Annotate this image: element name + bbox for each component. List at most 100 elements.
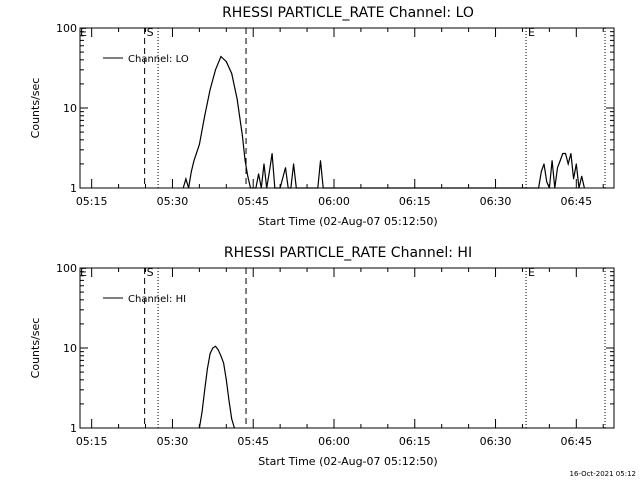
data-point: [260, 187, 262, 189]
panel-lo: RHESSI PARTICLE_RATE Channel: LO Start T…: [29, 5, 615, 228]
data-point: [182, 187, 184, 189]
data-point: [578, 187, 580, 189]
data-point: [228, 400, 230, 402]
data-point: [198, 144, 200, 145]
x-tick-label: 06:30: [480, 195, 512, 208]
data-point: [554, 187, 556, 189]
data-point: [220, 56, 222, 57]
data-point: [201, 411, 203, 413]
data-point: [231, 73, 233, 74]
x-tick-label: 05:15: [76, 435, 108, 448]
data-point: [567, 163, 569, 165]
x-tick-label: 05:15: [76, 195, 108, 208]
data-point: [557, 167, 558, 169]
data-point: [233, 427, 235, 429]
series-line: [182, 55, 585, 189]
legend-entry: Channel: LO: [128, 54, 189, 65]
event-label: E: [528, 26, 535, 39]
data-point: [236, 98, 238, 100]
data-point: [320, 160, 321, 162]
data-point: [206, 368, 208, 370]
data-point: [204, 389, 206, 391]
data-point: [263, 163, 265, 165]
data-point: [293, 163, 295, 165]
plot-frame: [79, 267, 615, 429]
data-point: [212, 347, 214, 349]
data-point: [209, 89, 211, 91]
panel-title: RHESSI PARTICLE_RATE Channel: HI: [224, 245, 472, 261]
data-point: [215, 345, 216, 347]
x-tick-label: 05:45: [237, 195, 269, 208]
y-axis-label: Counts/sec: [29, 78, 42, 139]
event-label: S: [147, 26, 154, 39]
event-label: S: [147, 266, 154, 279]
y-tick-label: 100: [56, 22, 77, 35]
x-axis-label: Start Time (02-Aug-07 05:12:50): [258, 215, 437, 228]
plot-frame: [79, 27, 615, 189]
x-tick-label: 05:30: [157, 195, 189, 208]
data-point: [546, 181, 548, 183]
data-point: [223, 362, 225, 364]
y-tick-label: 1: [70, 182, 77, 195]
corner-label: E: [80, 26, 87, 39]
data-point: [220, 355, 222, 357]
timestamp: 16-Oct-2021 05:12: [570, 470, 636, 478]
data-point: [209, 353, 211, 355]
data-point: [231, 418, 233, 420]
data-point: [225, 61, 227, 63]
data-point: [258, 173, 260, 175]
y-axis-label: Counts/sec: [29, 318, 42, 379]
x-axis-label: Start Time (02-Aug-07 05:12:50): [258, 455, 437, 468]
data-point: [322, 187, 324, 189]
data-point: [575, 163, 577, 165]
panel-hi: RHESSI PARTICLE_RATE Channel: HI Start T…: [29, 245, 615, 468]
legend-entry: Channel: HI: [128, 294, 186, 305]
data-point: [190, 171, 192, 173]
data-point: [570, 153, 572, 154]
data-point: [279, 187, 281, 189]
y-tick-label: 1: [70, 422, 77, 435]
data-point: [193, 160, 195, 162]
data-point: [204, 115, 206, 117]
data-point: [287, 187, 289, 189]
data-point: [268, 171, 270, 173]
x-tick-label: 06:30: [480, 435, 512, 448]
event-label: E: [528, 266, 535, 279]
data-point: [551, 160, 553, 162]
x-tick-label: 06:15: [399, 195, 431, 208]
data-point: [198, 427, 200, 429]
series-line: [198, 345, 235, 429]
data-point: [247, 175, 249, 177]
data-point: [581, 175, 583, 177]
data-point: [317, 187, 319, 189]
x-tick-label: 05:30: [157, 435, 189, 448]
data-point: [295, 187, 297, 189]
data-point: [565, 153, 566, 154]
data-point: [244, 160, 246, 162]
y-tick-label: 10: [63, 102, 77, 115]
data-point: [559, 160, 561, 162]
data-point: [217, 349, 219, 351]
data-point: [225, 379, 227, 381]
data-point: [583, 187, 585, 189]
data-point: [562, 153, 564, 154]
data-point: [538, 187, 540, 189]
data-point: [255, 187, 257, 189]
data-point: [285, 167, 286, 169]
panel-title: RHESSI PARTICLE_RATE Channel: LO: [222, 5, 474, 21]
data-point: [290, 187, 292, 189]
corner-label: E: [80, 266, 87, 279]
x-tick-label: 06:45: [560, 435, 592, 448]
data-point: [185, 178, 187, 180]
data-point: [188, 187, 190, 189]
x-tick-label: 05:45: [237, 435, 269, 448]
data-point: [274, 187, 276, 189]
data-point: [271, 153, 273, 154]
data-point: [250, 187, 251, 189]
data-point: [573, 178, 575, 180]
data-point: [548, 187, 550, 189]
x-tick-label: 06:00: [318, 435, 350, 448]
data-point: [241, 135, 243, 137]
